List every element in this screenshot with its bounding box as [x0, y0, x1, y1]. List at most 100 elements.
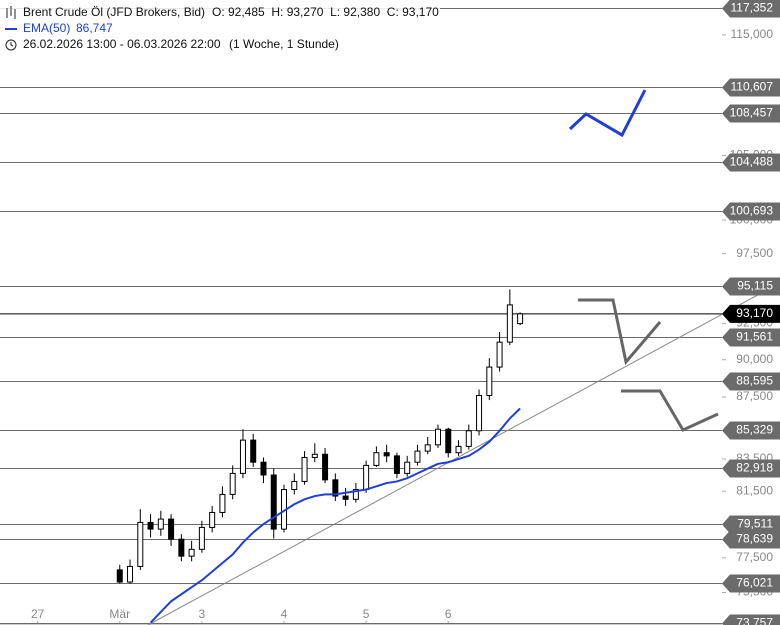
- candle-body: [157, 518, 164, 530]
- level-tag: [722, 372, 780, 391]
- trend-line: [147, 282, 780, 625]
- candle-body: [455, 445, 462, 454]
- candle-body: [486, 366, 493, 397]
- level-tag: [722, 277, 780, 296]
- level-tag: [722, 202, 780, 221]
- candle-body: [178, 538, 185, 557]
- candle-body: [219, 493, 226, 513]
- candle-body: [332, 479, 339, 497]
- label-layer: 117,352 110,607 108,457 104,488 100,693 95,11…: [722, 0, 780, 625]
- candle-body: [311, 453, 318, 458]
- level-label: 108,457: [730, 106, 774, 120]
- candle-body: [352, 489, 359, 500]
- y-tick-label: 90,000: [736, 352, 773, 366]
- level-label: 88,595: [736, 374, 773, 388]
- level-tag: [722, 104, 780, 123]
- level-tag: [722, 328, 780, 347]
- y-tick-label: 87,500: [736, 389, 773, 403]
- candle-body: [127, 565, 134, 583]
- candle-body: [383, 452, 390, 457]
- level-label: 78,639: [736, 532, 773, 546]
- ema-name: EMA(50): [23, 21, 70, 35]
- candle-body: [301, 456, 308, 482]
- ema-value: 86,747: [76, 21, 113, 35]
- candle-icon: [6, 6, 16, 19]
- level-label: 73,757: [736, 616, 773, 625]
- scenario-up: [568, 89, 647, 138]
- candle-body: [198, 526, 205, 550]
- legend-bg: [0, 0, 440, 56]
- candle-body: [373, 452, 380, 466]
- candle-body: [434, 428, 441, 446]
- level-label: 100,693: [730, 204, 774, 218]
- candle-body: [116, 569, 123, 583]
- level-label: 110,607: [731, 80, 774, 94]
- level-label: 117,352: [731, 1, 774, 15]
- level-label: 79,511: [737, 517, 773, 531]
- level-tag: [722, 421, 780, 440]
- level-tag: [722, 614, 780, 625]
- clock-hand: [10, 42, 14, 47]
- candle-body: [393, 455, 400, 474]
- x-tick-label: 3: [199, 607, 206, 621]
- y-tick-label: 81,500: [736, 483, 773, 497]
- candle-body: [506, 304, 513, 343]
- candle-body: [424, 444, 431, 452]
- instrument: Brent Crude Öl (JFD Brokers, Bid): [23, 5, 205, 19]
- period: (1 Woche, 1 Stunde): [229, 37, 339, 51]
- ema-line: [149, 407, 521, 624]
- last-price-tag: [722, 304, 780, 323]
- legend: Brent Crude Öl (JFD Brokers, Bid) O: 92,…: [0, 0, 440, 56]
- x-tick-label: 4: [281, 607, 288, 621]
- candle-body: [322, 453, 329, 481]
- y-tick-label: 97,500: [736, 246, 773, 260]
- last-price-label: 93,170: [736, 306, 773, 320]
- level-tag: [722, 515, 780, 534]
- scenario-down: [621, 389, 719, 432]
- plot-layer: [116, 289, 524, 624]
- x-tick-label: 6: [445, 607, 452, 621]
- x-tick-label: 5: [363, 607, 370, 621]
- y-tick-label: 77,500: [736, 550, 773, 564]
- level-label: 82,918: [736, 461, 773, 475]
- candle-body: [188, 548, 195, 557]
- candle-body: [168, 518, 175, 540]
- candle-body: [270, 474, 277, 530]
- candle-body: [260, 461, 267, 476]
- level-label: 91,561: [736, 330, 773, 344]
- level-label: 104,488: [730, 155, 774, 169]
- levels-layer: [0, 8, 722, 624]
- scenario-down: [578, 298, 662, 366]
- level-tag: [722, 78, 780, 97]
- candle-body: [517, 313, 524, 325]
- candle-body: [209, 511, 216, 528]
- candle-body: [363, 464, 370, 491]
- candle-body: [250, 439, 257, 463]
- x-tick-label: 27: [31, 607, 45, 621]
- x-tick-label: Mär: [109, 607, 130, 621]
- level-tag: [722, 574, 780, 593]
- candle-body: [342, 495, 349, 500]
- candle-body: [465, 430, 472, 447]
- candle-body: [445, 428, 452, 454]
- level-tag: [722, 0, 780, 18]
- y-tick-label: 115,000: [731, 27, 774, 41]
- ohlc: O: 92,485 H: 93,270 L: 92,380 C: 93,170: [212, 5, 439, 19]
- candle-body: [137, 521, 144, 567]
- level-label: 95,115: [737, 279, 773, 293]
- candle-body: [476, 395, 483, 432]
- date-range: 26.02.2026 13:00 - 06.03.2026 22:00: [23, 37, 221, 51]
- candle-body: [496, 341, 503, 368]
- candle-body: [147, 521, 154, 530]
- level-tag: [722, 530, 780, 549]
- candle-body: [239, 439, 246, 474]
- candle-body: [229, 472, 236, 495]
- level-tag: [722, 153, 780, 172]
- level-label: 85,329: [736, 423, 773, 437]
- level-tag: [722, 459, 780, 478]
- level-label: 76,021: [736, 576, 773, 590]
- candle-body: [291, 480, 298, 491]
- clock-icon: [5, 39, 17, 51]
- candle-body: [414, 450, 421, 463]
